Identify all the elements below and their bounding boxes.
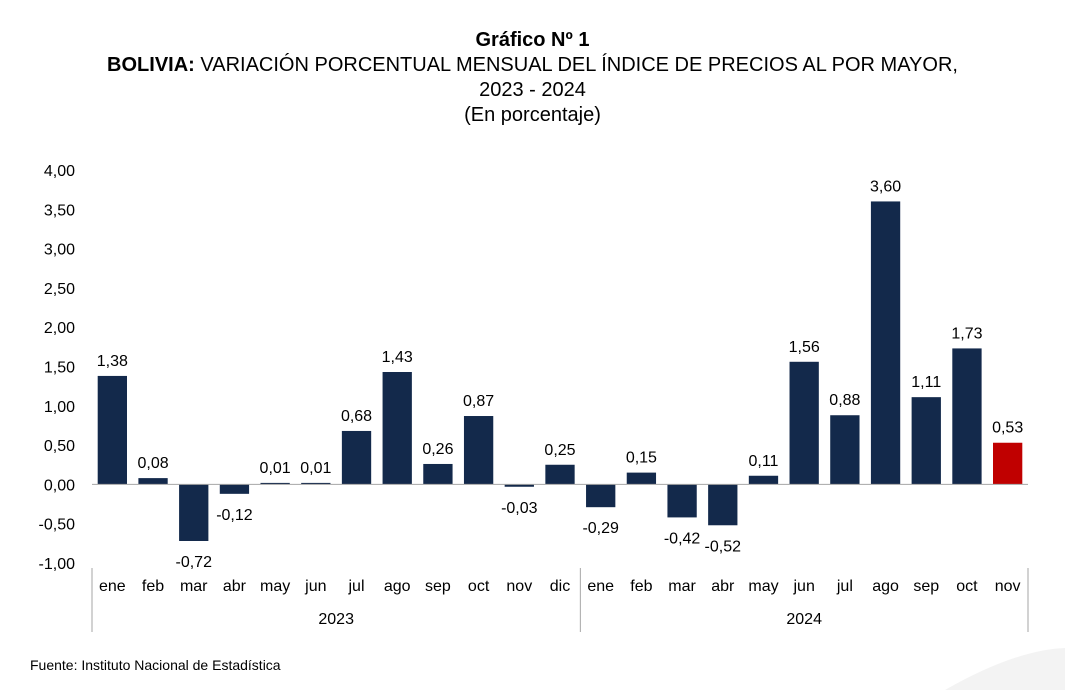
bar	[952, 348, 982, 485]
x-tick-label: feb	[142, 578, 164, 595]
chart-title: Gráfico Nº 1	[475, 29, 590, 51]
data-label: -0,29	[582, 520, 619, 537]
y-tick-label: 2,50	[44, 281, 75, 298]
y-tick-label: 1,00	[44, 399, 75, 416]
x-tick-label: feb	[630, 578, 652, 595]
y-tick-label: 4,00	[44, 163, 75, 180]
data-label: 0,01	[300, 460, 331, 477]
bar	[463, 416, 494, 485]
x-tick-label: mar	[180, 578, 208, 595]
bar	[504, 484, 534, 487]
source-note: Fuente: Instituto Nacional de Estadístic…	[30, 657, 281, 673]
data-label: -0,12	[216, 507, 253, 524]
y-tick-label: 1,50	[44, 360, 75, 377]
x-tick-label: nov	[995, 578, 1021, 595]
bar	[667, 484, 697, 518]
bar	[219, 484, 250, 494]
data-label: 0,15	[626, 450, 657, 467]
y-tick-label: 0,00	[44, 477, 75, 494]
x-tick-label: may	[748, 578, 778, 595]
data-label: -0,42	[664, 530, 701, 547]
chart-titles: Gráfico Nº 1 BOLIVIA: VARIACIÓN PORCENTU…	[0, 28, 1065, 128]
x-tick-label: jun	[792, 578, 814, 595]
bar	[341, 430, 372, 485]
chart-subtitle-bold: BOLIVIA:	[107, 54, 195, 76]
data-label: 0,68	[341, 408, 372, 425]
bar	[423, 463, 453, 485]
data-label: -0,03	[501, 500, 538, 517]
bar	[586, 484, 616, 508]
chart-subtitle: BOLIVIA: VARIACIÓN PORCENTUAL MENSUAL DE…	[0, 53, 1065, 78]
bar	[830, 415, 860, 485]
data-label: 0,11	[749, 453, 779, 470]
bar	[870, 201, 901, 485]
x-tick-label: sep	[913, 578, 939, 595]
bar	[138, 478, 168, 485]
data-label: 0,01	[260, 460, 291, 477]
data-label: 1,38	[97, 353, 128, 370]
x-tick-label: oct	[468, 578, 490, 595]
chart-subtitle-rest: VARIACIÓN PORCENTUAL MENSUAL DEL ÍNDICE …	[194, 54, 958, 76]
data-label: 1,56	[789, 339, 820, 356]
bar	[748, 475, 779, 485]
x-tick-label: mar	[668, 578, 696, 595]
y-tick-label: -0,50	[39, 517, 76, 534]
data-label: 1,43	[382, 349, 413, 366]
data-label: 0,25	[544, 442, 575, 459]
x-tick-label: ene	[99, 578, 126, 595]
data-label: -0,72	[176, 554, 213, 571]
x-tick-label: ago	[872, 578, 899, 595]
year-label: 2024	[786, 611, 822, 628]
decorative-swoosh	[945, 648, 1065, 690]
y-tick-label: 3,00	[44, 242, 75, 259]
data-label: 0,08	[137, 455, 168, 472]
bar	[708, 484, 738, 526]
data-label: 0,88	[829, 392, 860, 409]
x-tick-label: jun	[304, 578, 326, 595]
x-tick-label: ago	[384, 578, 411, 595]
data-label: 0,26	[422, 441, 453, 458]
bar	[260, 482, 290, 485]
bar	[911, 397, 941, 485]
data-label: -0,52	[705, 538, 742, 555]
y-tick-label: 3,50	[44, 202, 75, 219]
bar	[993, 442, 1023, 485]
chart-period: 2023 - 2024	[479, 79, 586, 101]
y-tick-label: 2,00	[44, 320, 75, 337]
bar	[789, 361, 819, 485]
y-tick-label: -1,00	[39, 556, 76, 573]
x-tick-label: abr	[223, 578, 247, 595]
x-tick-label: dic	[550, 578, 570, 595]
data-label: 0,87	[463, 393, 494, 410]
x-tick-label: sep	[425, 578, 451, 595]
x-tick-label: may	[260, 578, 290, 595]
x-tick-label: jul	[348, 578, 365, 595]
x-tick-label: ene	[587, 578, 614, 595]
bar	[626, 472, 657, 485]
chart-unit: (En porcentaje)	[464, 104, 601, 126]
x-tick-label: abr	[711, 578, 735, 595]
year-label: 2023	[318, 611, 354, 628]
bar	[301, 482, 331, 485]
y-tick-label: 0,50	[44, 438, 75, 455]
x-tick-label: nov	[506, 578, 532, 595]
bar	[97, 375, 127, 485]
x-tick-label: oct	[956, 578, 978, 595]
bar	[382, 372, 412, 485]
data-label: 3,60	[870, 178, 901, 195]
data-label: 1,73	[951, 325, 982, 342]
data-label: 1,11	[911, 374, 941, 391]
bar	[179, 484, 209, 541]
bar	[545, 464, 575, 485]
data-label: 0,53	[992, 420, 1023, 437]
x-tick-label: jul	[836, 578, 853, 595]
